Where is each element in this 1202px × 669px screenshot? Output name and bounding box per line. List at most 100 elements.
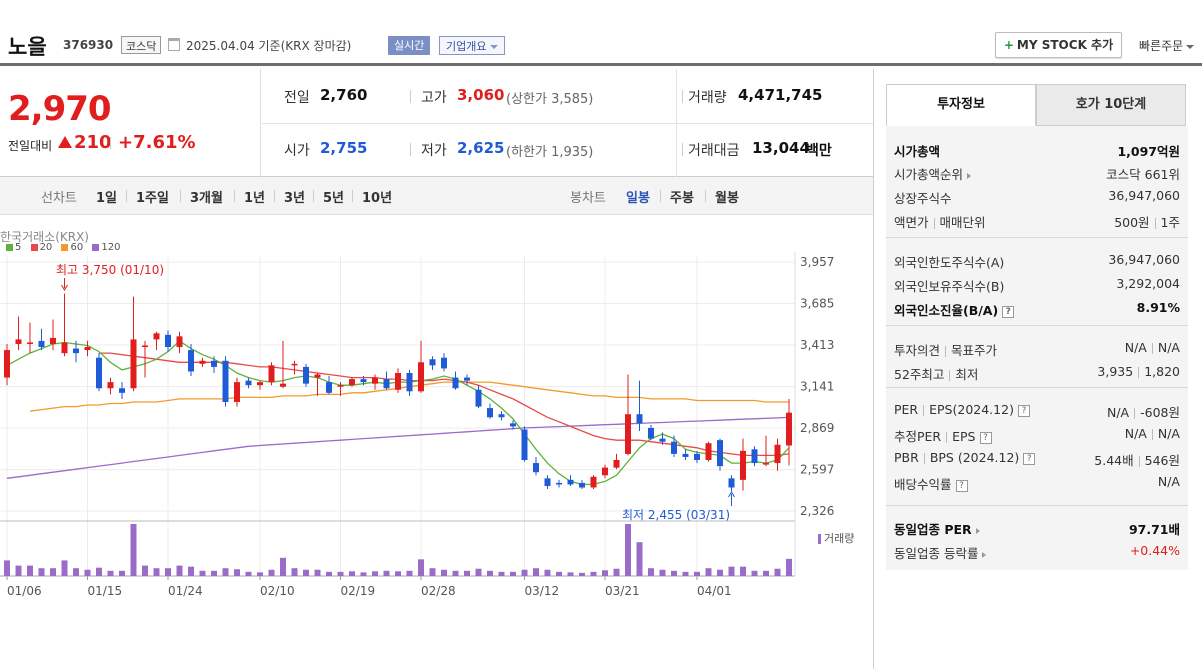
tab-invest-info[interactable]: 투자정보 [886, 84, 1036, 126]
volume-bar [475, 568, 482, 576]
x-tick-label: 02/28 [421, 584, 456, 598]
candle-body [50, 337, 56, 344]
candle-body [418, 362, 424, 392]
company-overview-button[interactable]: 기업개요 [439, 36, 506, 55]
tab-1day[interactable]: 1일 [96, 191, 118, 206]
candle-body [728, 478, 735, 488]
candle-body [636, 414, 643, 424]
candle-body [441, 357, 447, 369]
help-icon[interactable]: ? [955, 479, 968, 492]
volume-bar [119, 570, 125, 576]
candle-body [774, 444, 781, 464]
divider [933, 218, 935, 229]
target-text: 목표주가 [951, 343, 998, 358]
volume-bar [222, 568, 229, 576]
x-tick-label: 01/06 [7, 584, 42, 598]
add-mystock-button[interactable]: + MY STOCK 추가 [995, 32, 1122, 58]
per-text: PER [894, 402, 919, 417]
legend-label: 5 [15, 242, 22, 253]
pbr-text: PBR [894, 450, 919, 465]
volume-bar [579, 572, 585, 576]
tab-weekly[interactable]: 주봉 [670, 191, 694, 206]
candle-body [487, 408, 493, 418]
candle-body [613, 460, 620, 468]
market-cap-rank-label: 시가총액순위 [894, 164, 972, 183]
volume-value: 4,471,745 [738, 86, 823, 104]
volume-bar [107, 570, 114, 576]
x-tick-label: 01/15 [88, 584, 123, 598]
open-label: 시가 [284, 143, 310, 159]
volume-bar [372, 571, 378, 576]
market-cap-rank-value: 코스닥 661위 [1106, 167, 1180, 182]
tab-3month[interactable]: 3개월 [190, 191, 223, 206]
volume-bar [245, 571, 252, 576]
volume-bar [556, 571, 562, 576]
volume-bar [176, 565, 183, 576]
tab-3year[interactable]: 3년 [284, 191, 306, 206]
volume-bar [567, 572, 574, 576]
legend-label: 60 [70, 242, 84, 253]
y-tick-label: 3,685 [800, 297, 834, 311]
info-row-industry-rate[interactable]: 동일업종 등락률 +0.44% [894, 543, 1180, 563]
low-arrow-head [728, 491, 735, 498]
est-per-value: N/A N/A [1125, 426, 1180, 441]
volume-bar [671, 570, 677, 576]
legend-item-ma120: 120 [92, 242, 121, 253]
volume-bar [751, 570, 758, 576]
tab-10year[interactable]: 10년 [362, 191, 393, 206]
candle-body [314, 374, 321, 378]
candle-body [280, 383, 286, 387]
volume-bar [441, 569, 447, 576]
candle-body [429, 359, 436, 366]
candle-body [406, 372, 413, 392]
info-row-industry-per[interactable]: 동일업종 PER 97.71배 [894, 519, 1180, 539]
candle-body [694, 453, 700, 461]
divider [1138, 367, 1140, 378]
volume-bar [314, 569, 321, 576]
help-icon[interactable]: ? [1017, 404, 1030, 417]
candle-body [27, 342, 33, 344]
candle-body [303, 366, 309, 384]
eps-text: EPS(2024.12) [929, 402, 1014, 417]
candle-body [567, 479, 574, 485]
divider [946, 432, 948, 443]
legend-item-ma60: 60 [61, 242, 83, 253]
bps: 546원 [1144, 453, 1180, 468]
chevron-right-icon [982, 551, 987, 558]
candle-body [763, 463, 769, 465]
quick-order-button[interactable]: 빠른주문 [1139, 37, 1195, 54]
calendar-icon [168, 38, 180, 51]
realtime-button[interactable]: 실시간 [388, 36, 431, 55]
help-icon[interactable]: ? [1023, 452, 1036, 465]
candle-body [257, 382, 263, 386]
volume-bar [429, 568, 436, 576]
market-cap-rank-text: 시가총액순위 [894, 167, 964, 182]
info-row-market-cap-rank[interactable]: 시가총액순위 코스닥 661위 [894, 164, 1180, 184]
invest-info-body: 시가총액 1,097억원 시가총액순위 코스닥 661위 상장주식수 36,94… [886, 126, 1188, 570]
right-tab-bar: 투자정보 호가 10단계 [886, 84, 1188, 126]
help-icon[interactable]: ? [1002, 305, 1015, 318]
volume-bar [326, 571, 332, 576]
candle-body [211, 360, 217, 367]
tab-daily[interactable]: 일봉 [626, 191, 650, 206]
volume-bar [165, 568, 171, 576]
est-per-text: 추정PER [894, 429, 942, 444]
info-row-listed-shares: 상장주식수 36,947,060 [894, 188, 1180, 208]
dividend-value: N/A [1157, 474, 1180, 489]
candle-body [84, 347, 91, 351]
volume-bar [464, 570, 470, 576]
tab-hoga[interactable]: 호가 10단계 [1036, 84, 1186, 126]
help-icon[interactable]: ? [979, 431, 992, 444]
up-triangle-icon [58, 136, 72, 148]
tab-monthly[interactable]: 월봉 [715, 191, 739, 206]
divider [410, 143, 411, 156]
tab-1year[interactable]: 1년 [244, 191, 266, 206]
info-row-foreign-limit: 외국인한도주식수(A) 36,947,060 [894, 252, 1180, 272]
legend-swatch [61, 243, 69, 251]
current-price: 2,970 [8, 89, 112, 129]
candle-body [659, 438, 666, 442]
tab-5year[interactable]: 5년 [323, 191, 345, 206]
tab-1week[interactable]: 1주일 [136, 191, 169, 206]
candle-body [533, 463, 539, 473]
amount-unit: 백만 [806, 143, 832, 159]
